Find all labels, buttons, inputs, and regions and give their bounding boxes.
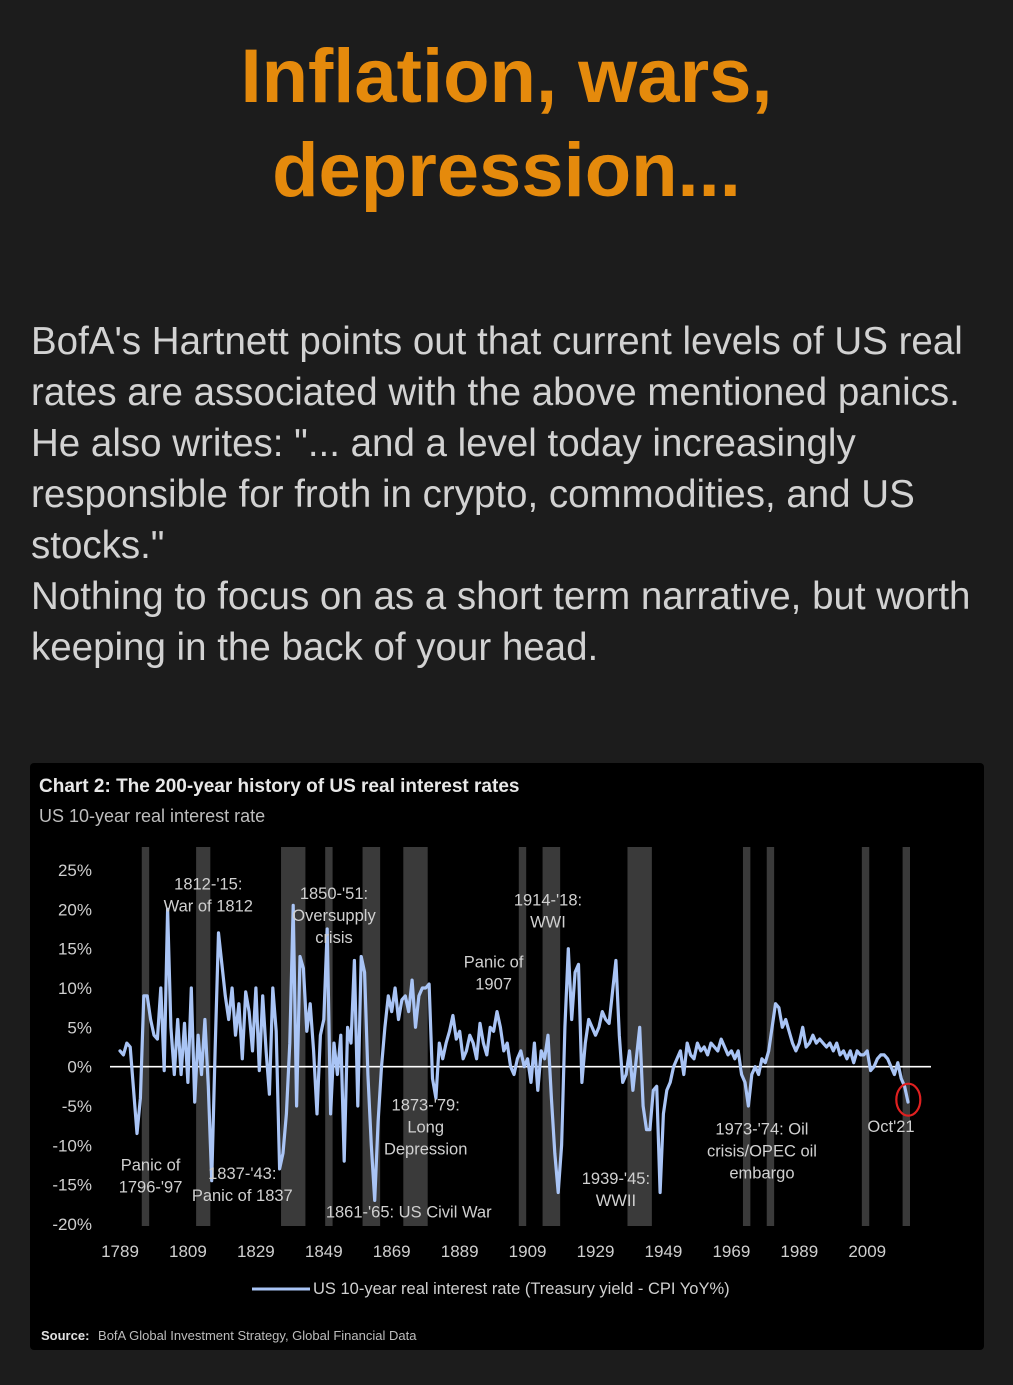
annotation-7: Panic of 1796-'97	[119, 1157, 183, 1197]
headline-line-1: Inflation, wars,	[240, 34, 773, 119]
crisis-band-1914	[542, 847, 561, 1226]
annotation-line: 1907	[475, 976, 512, 994]
annotation-line: Long	[407, 1119, 444, 1137]
source-label: Source:	[41, 1328, 89, 1343]
crisis-band-1973	[742, 847, 751, 1226]
x-tick-label: 1909	[509, 1242, 547, 1261]
annotation-line: 1796-'97	[119, 1179, 183, 1197]
x-tick-label: 1789	[101, 1242, 139, 1261]
annotation-10: 1861-'65: US Civil War	[326, 1204, 492, 1222]
y-tick-label: 10%	[58, 979, 92, 998]
annotation-line: Panic of	[121, 1157, 181, 1175]
body-text: BofA's Hartnett points out that current …	[31, 316, 991, 673]
chart-subtitle: US 10-year real interest rate	[39, 806, 265, 826]
body-paragraph-2: Nothing to focus on as a short term narr…	[31, 575, 971, 669]
crisis-band-2008	[861, 847, 870, 1226]
annotation-line: 1837-'43:	[208, 1165, 276, 1183]
chart-svg: Chart 2: The 200-year history of US real…	[39, 776, 931, 1343]
source-text: BofA Global Investment Strategy, Global …	[98, 1328, 417, 1343]
x-tick-label: 1949	[645, 1242, 683, 1261]
y-tick-label: 25%	[58, 861, 92, 880]
annotation-line: War of 1812	[164, 898, 253, 916]
y-tick-label: -10%	[52, 1136, 92, 1155]
y-tick-label: -20%	[52, 1215, 92, 1234]
y-tick-label: -5%	[62, 1097, 92, 1116]
annotation-4: 1873-'79: Long Depression	[384, 1097, 467, 1159]
annotation-6: Oct'21	[867, 1118, 914, 1136]
annotation-line: crisis	[315, 929, 353, 947]
annotation-9: 1939-'45: WWII	[582, 1170, 650, 1210]
headline: Inflation, wars, depression...	[0, 30, 1013, 218]
annotation-line: Panic of	[464, 954, 524, 972]
crisis-band-2020	[902, 847, 910, 1226]
x-tick-label: 1889	[441, 1242, 479, 1261]
annotation-5: 1973-'74: Oil crisis/OPEC oil embargo	[707, 1120, 817, 1182]
x-tick-label: 1989	[780, 1242, 818, 1261]
series-line-us-real-rate	[118, 903, 910, 1202]
source-line: Source: BofA Global Investment Strategy,…	[41, 1328, 417, 1343]
x-tick-label: 1869	[373, 1242, 411, 1261]
crisis-band-1873	[403, 847, 428, 1226]
headline-line-2: depression...	[272, 128, 741, 213]
annotation-0: 1812-'15: War of 1812	[164, 876, 253, 916]
oct21-highlight-circle	[895, 1082, 922, 1117]
annotation-line: 1861-'65: US Civil War	[326, 1204, 492, 1222]
x-tick-label: 1929	[577, 1242, 615, 1261]
crisis-band-1861	[362, 847, 381, 1226]
annotation-line: 1914-'18:	[514, 891, 582, 909]
annotation-2: 1914-'18: WWI	[514, 891, 582, 931]
annotation-3: Panic of 1907	[464, 954, 524, 994]
annotation-line: embargo	[729, 1164, 794, 1182]
chart-title: Chart 2: The 200-year history of US real…	[39, 776, 519, 797]
y-tick-label: 5%	[67, 1018, 92, 1037]
annotation-line: WWII	[596, 1192, 636, 1210]
x-axis: 1789 1809 1829 1849 1869 1889 1909 1929 1949 1969…	[101, 1242, 886, 1261]
annotation-line: WWI	[530, 913, 566, 931]
y-axis: 25% 20% 15% 10% 5% 0% -5% -10% -15% -20%	[52, 861, 92, 1234]
annotation-line: Oct'21	[867, 1118, 914, 1136]
y-tick-label: 20%	[58, 900, 92, 919]
y-tick-label: 0%	[67, 1058, 92, 1077]
legend-label: US 10-year real interest rate (Treasury …	[313, 1280, 730, 1298]
body-paragraph-1: BofA's Hartnett points out that current …	[31, 320, 963, 567]
crisis-band-1907	[518, 847, 527, 1226]
annotation-1: 1850-'51: Oversupply crisis	[292, 885, 376, 947]
annotation-line: 1850-'51:	[300, 885, 368, 903]
chart-annotations: 1812-'15: War of 1812 1850-'51: Oversupply c…	[119, 876, 915, 1222]
annotation-line: 1973-'74: Oil	[715, 1120, 808, 1138]
annotation-line: 1939-'45:	[582, 1170, 650, 1188]
chart-card: Chart 2: The 200-year history of US real…	[30, 763, 984, 1350]
y-tick-label: -15%	[52, 1176, 92, 1195]
x-tick-label: 1829	[237, 1242, 275, 1261]
x-tick-label: 2009	[848, 1242, 886, 1261]
annotation-line: Depression	[384, 1141, 467, 1159]
y-tick-label: 15%	[58, 940, 92, 959]
x-tick-label: 1849	[305, 1242, 343, 1261]
annotation-line: crisis/OPEC oil	[707, 1142, 817, 1160]
annotation-line: Oversupply	[292, 907, 376, 925]
crisis-band-1796	[141, 847, 150, 1226]
annotation-line: 1873-'79:	[392, 1097, 460, 1115]
x-tick-label: 1809	[169, 1242, 207, 1261]
x-tick-label: 1969	[712, 1242, 750, 1261]
annotation-8: 1837-'43: Panic of 1837	[192, 1165, 293, 1205]
annotation-line: 1812-'15:	[174, 876, 242, 894]
annotation-line: Panic of 1837	[192, 1187, 293, 1205]
